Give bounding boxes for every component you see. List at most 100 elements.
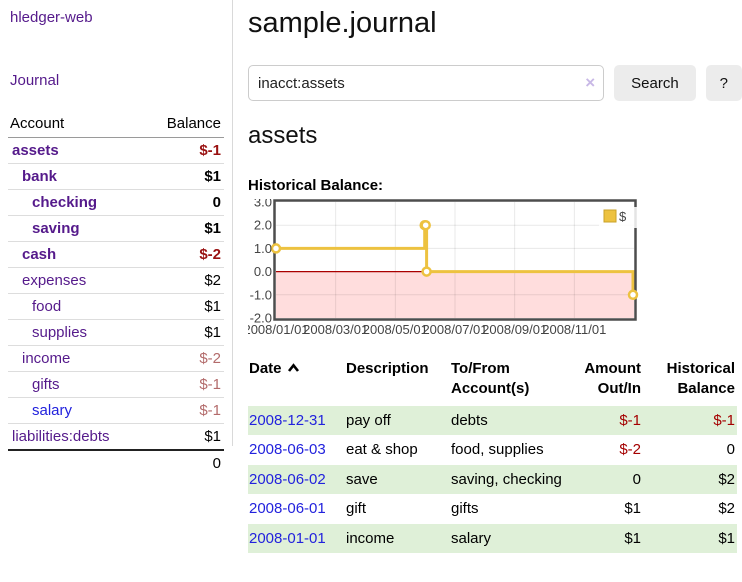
legend-label: $	[619, 209, 627, 224]
svg-text:-2.0: -2.0	[250, 311, 272, 326]
date-cell: 2008-06-01	[248, 494, 345, 524]
svg-text:2008/07/01: 2008/07/01	[422, 322, 487, 337]
account-balance: 0	[144, 189, 224, 216]
svg-text:2008/03/01: 2008/03/01	[303, 322, 368, 337]
register-header-row: Date Description To/From Account(s) Amou…	[248, 356, 737, 406]
account-balance: $-1	[144, 397, 224, 424]
legend-swatch	[603, 209, 617, 223]
accounts-header-account: Account	[8, 112, 145, 138]
accounts-total: 0	[8, 449, 224, 476]
account-row: food $1	[8, 293, 224, 320]
account-balance: $1	[144, 163, 224, 190]
chart-title: Historical Balance:	[248, 177, 384, 194]
account-link-food[interactable]: food	[32, 298, 62, 315]
date-link[interactable]: 2008-06-02	[249, 470, 326, 488]
svg-text:2008/11/01: 2008/11/01	[542, 322, 606, 337]
date-link[interactable]: 2008-12-31	[249, 411, 326, 429]
amount-cell: $1	[624, 529, 641, 547]
account-balance: $-1	[199, 142, 221, 159]
balance-cell: $2	[718, 470, 735, 488]
col-header-accounts: To/From Account(s)	[451, 360, 530, 397]
account-link-assets[interactable]: assets	[12, 142, 59, 159]
date-link[interactable]: 2008-06-03	[249, 441, 326, 459]
account-balance: $-2	[144, 345, 224, 372]
account-link-checking[interactable]: checking	[32, 194, 98, 211]
amount-cell: $-2	[619, 441, 641, 459]
svg-text:0.0: 0.0	[254, 264, 272, 279]
account-balance: $1	[144, 293, 224, 320]
table-row: 2008-12-31 pay off debts $-1 $-1	[248, 405, 737, 436]
accounts-header-balance: Balance	[144, 112, 224, 138]
search-input-wrap: ×	[248, 65, 605, 101]
app-brand-link[interactable]: hledger-web	[10, 9, 93, 26]
sidebar: hledger-web Journal Account Balance asse…	[0, 0, 233, 476]
table-row: 2008-06-01 gift gifts $1 $2	[248, 494, 737, 524]
account-link-bank[interactable]: bank	[22, 168, 58, 185]
account-link-gifts[interactable]: gifts	[32, 376, 60, 393]
sidebar-item-journal[interactable]: Journal	[10, 72, 60, 89]
chart-legend: $	[599, 207, 639, 228]
account-link-expenses[interactable]: expenses	[22, 272, 87, 289]
svg-text:2008/09/01: 2008/09/01	[482, 322, 547, 337]
balance-cell: $-1	[713, 411, 735, 429]
account-balance: $1	[144, 319, 224, 346]
chart-point	[270, 243, 282, 254]
clear-search-icon[interactable]: ×	[585, 73, 596, 92]
col-header-date[interactable]: Date	[248, 356, 345, 406]
account-link-liabilities-debts[interactable]: liabilities:debts	[12, 428, 110, 445]
negative-region	[276, 271, 634, 318]
accounts-cell: debts	[451, 411, 488, 429]
svg-text:3.0: 3.0	[254, 199, 272, 210]
account-link-salary[interactable]: salary	[32, 402, 73, 419]
balance-chart[interactable]: $3.0 2.0 1.0 0.0 -1.0 -2.02008/01/012008/03/0…	[248, 199, 742, 341]
help-button[interactable]: ?	[705, 65, 742, 101]
account-link-saving[interactable]: saving	[32, 220, 80, 237]
account-row: expenses $2	[8, 267, 224, 294]
col-header-balance: Historical Balance	[666, 360, 735, 397]
table-row: 2008-06-02 save saving, checking 0 $2	[248, 464, 737, 495]
chart-point	[627, 289, 639, 301]
accounts-cell: gifts	[451, 500, 479, 518]
account-row: cash $-2	[8, 241, 224, 268]
search-input[interactable]	[248, 65, 605, 101]
accounts-total-row: 0	[8, 449, 224, 476]
account-link-cash[interactable]: cash	[22, 246, 57, 263]
date-cell: 2008-01-01	[248, 524, 345, 554]
date-link[interactable]: 2008-01-01	[249, 529, 326, 547]
account-row: income $-2	[8, 345, 224, 372]
svg-text:2008/01/01: 2008/01/01	[248, 322, 309, 337]
amount-cell: $1	[624, 500, 641, 518]
description-cell: save	[346, 470, 378, 488]
svg-text:2008/05/01: 2008/05/01	[363, 322, 428, 337]
chart-point	[421, 266, 432, 277]
account-balance: $2	[144, 267, 224, 294]
search-form: × Search ?	[248, 65, 742, 101]
account-link-income[interactable]: income	[22, 350, 71, 367]
accounts-cell: salary	[451, 529, 492, 547]
sort-ascending-icon	[287, 363, 299, 372]
col-header-date-label: Date	[249, 360, 282, 377]
account-row: gifts $-1	[8, 371, 224, 398]
main-content: sample.journal × Search ? assets Histori…	[248, 0, 742, 554]
account-link-supplies[interactable]: supplies	[32, 324, 88, 341]
account-balance: $1	[144, 423, 224, 450]
accounts-cell: saving, checking	[451, 470, 562, 488]
balance-cell: $1	[718, 529, 735, 547]
svg-text:1.0: 1.0	[254, 241, 272, 256]
table-row: 2008-06-03 eat & shop food, supplies $-2…	[248, 435, 737, 465]
search-button[interactable]: Search	[614, 65, 696, 101]
date-link[interactable]: 2008-06-01	[249, 500, 326, 518]
balance-cell: 0	[726, 441, 735, 459]
amount-cell: $-1	[619, 411, 641, 429]
amount-cell: 0	[632, 470, 641, 488]
description-cell: eat & shop	[346, 441, 418, 459]
account-balance: $-2	[144, 241, 224, 268]
col-header-description: Description	[346, 360, 429, 377]
date-cell: 2008-06-02	[248, 465, 345, 495]
table-row: 2008-01-01 income salary $1 $1	[248, 523, 737, 554]
description-cell: income	[346, 529, 395, 547]
account-row: assets $-1	[8, 138, 224, 164]
date-cell: 2008-12-31	[248, 406, 345, 436]
svg-text:-1.0: -1.0	[250, 287, 272, 302]
account-balance: $-1	[144, 371, 224, 398]
